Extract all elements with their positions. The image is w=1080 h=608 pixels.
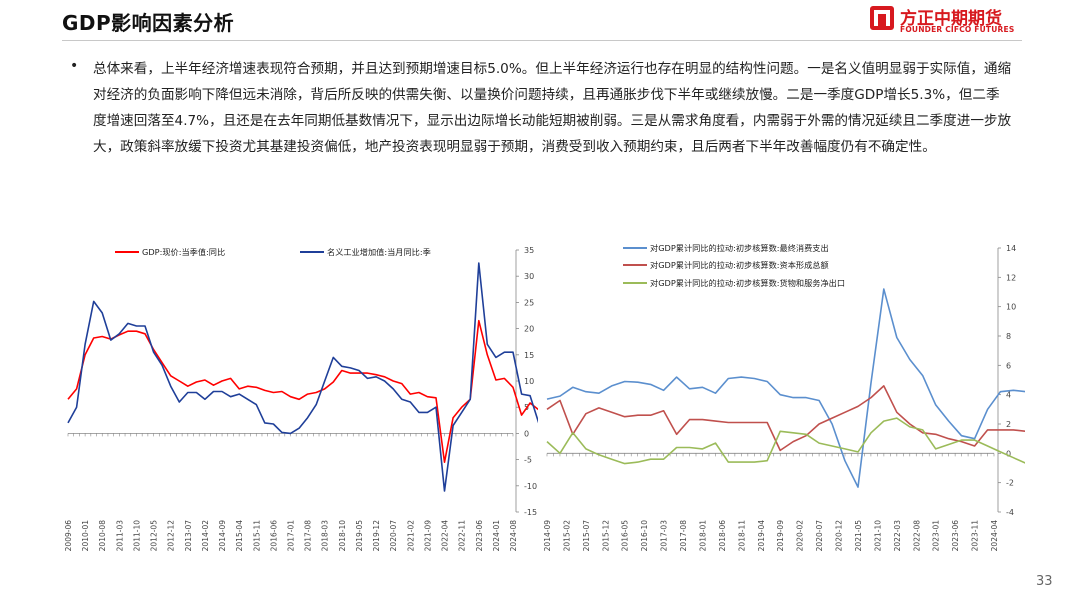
y-tick-label: -2	[1006, 479, 1014, 488]
x-tick-label: 2016-06	[269, 520, 278, 552]
x-tick-label: 2023-01	[932, 520, 941, 552]
x-tick-label: 2016-05	[621, 520, 630, 552]
series-line-3	[546, 417, 1025, 465]
x-tick-label: 2018-10	[338, 520, 347, 552]
y-tick-label: 10	[1006, 303, 1016, 312]
x-tick-label: 2018-03	[321, 520, 330, 552]
legend-label-2: 对GDP累计同比的拉动:初步核算数:资本形成总额	[650, 260, 829, 270]
x-tick-label: 2021-09	[423, 520, 432, 552]
x-tick-label: 2024-04	[990, 520, 999, 552]
x-tick-label: 2020-12	[835, 520, 844, 552]
x-tick-label: 2021-10	[873, 520, 882, 552]
x-tick-label: 2014-09	[543, 520, 552, 552]
x-tick-label: 2015-02	[562, 520, 571, 552]
y-tick-label: 14	[1006, 244, 1016, 253]
x-tick-label: 2024-01	[492, 520, 501, 552]
x-tick-label: 2012-12	[167, 520, 176, 552]
summary-paragraph: 总体来看，上半年经济增速表现符合预期，并且达到预期增速目标5.0%。但上半年经济…	[93, 61, 1012, 155]
legend-label-2: 名义工业增加值:当月同比:季	[327, 247, 431, 257]
x-tick-label: 2022-04	[441, 520, 450, 552]
y-tick-label: 30	[524, 272, 534, 281]
x-tick-label: 2011-10	[132, 520, 141, 552]
y-tick-label: 20	[524, 325, 534, 334]
x-tick-label: 2013-07	[184, 520, 193, 552]
y-tick-label: 2	[1006, 420, 1011, 429]
x-tick-label: 2022-08	[912, 520, 921, 552]
legend-label-1: GDP:现价:当季值:同比	[142, 247, 225, 257]
y-tick-label: 0	[524, 429, 529, 438]
x-tick-label: 2017-08	[304, 520, 313, 552]
x-tick-label: 2019-04	[757, 520, 766, 552]
bullet-marker: •	[70, 58, 79, 74]
y-tick-label: -4	[1006, 508, 1014, 517]
header-divider	[62, 40, 1022, 41]
x-tick-label: 2015-07	[582, 520, 591, 552]
y-tick-label: 25	[524, 298, 534, 307]
x-tick-label: 2015-04	[235, 520, 244, 552]
x-tick-label: 2024-08	[509, 520, 518, 552]
y-tick-label: 4	[1006, 391, 1011, 400]
x-tick-label: 2019-12	[372, 520, 381, 552]
x-tick-label: 2010-08	[98, 520, 107, 552]
x-tick-label: 2014-09	[218, 520, 227, 552]
y-tick-label: 35	[524, 246, 534, 255]
x-tick-label: 2018-01	[698, 520, 707, 552]
y-tick-label: -15	[524, 508, 537, 517]
y-tick-label: 0	[1006, 449, 1011, 458]
x-tick-label: 2009-06	[64, 520, 73, 552]
x-tick-label: 2020-07	[815, 520, 824, 552]
logo-text-en: FOUNDER CIFCO FUTURES	[900, 25, 1015, 34]
x-tick-label: 2015-11	[252, 520, 261, 552]
x-tick-label: 2018-06	[718, 520, 727, 552]
x-tick-label: 2021-02	[406, 520, 415, 552]
y-tick-label: 6	[1006, 361, 1011, 370]
legend-label-1: 对GDP累计同比的拉动:初步核算数:最终消费支出	[650, 243, 829, 253]
x-tick-label: 2018-11	[737, 520, 746, 552]
x-tick-label: 2017-03	[660, 520, 669, 552]
y-tick-label: 10	[524, 377, 534, 386]
x-tick-label: 2016-10	[640, 520, 649, 552]
x-tick-label: 2019-09	[776, 520, 785, 552]
x-tick-label: 2020-02	[796, 520, 805, 552]
x-tick-label: 2017-08	[679, 520, 688, 552]
y-tick-label: -10	[524, 482, 537, 491]
y-tick-label: 8	[1006, 332, 1011, 341]
x-tick-label: 2020-07	[389, 520, 398, 552]
chart-gdp-contributions: 14 12 10 8 6 4 2 0 -2 -4 2014-09 2015-02 2015-07 2015…	[543, 243, 1025, 552]
series-line-2	[546, 385, 1025, 452]
page-number: 33	[1036, 574, 1053, 589]
x-tick-label: 2015-12	[601, 520, 610, 552]
company-logo: 方正中期期货 FOUNDER CIFCO FUTURES	[870, 4, 1020, 36]
series-line-1	[67, 319, 538, 463]
x-tick-label: 2010-01	[81, 520, 90, 552]
logo-text-cn: 方正中期期货	[900, 9, 1002, 29]
legend-label-3: 对GDP累计同比的拉动:初步核算数:货物和服务净出口	[650, 278, 845, 288]
slide-header: GDP影响因素分析 方正中期期货 FOUNDER CIFCO FUTURES	[0, 0, 1080, 44]
y-tick-label: 12	[1006, 273, 1016, 282]
logo-mark-icon	[870, 6, 894, 30]
x-tick-label: 2022-03	[893, 520, 902, 552]
series-line-2	[67, 262, 538, 492]
x-tick-label: 2019-05	[355, 520, 364, 552]
y-tick-label: -5	[524, 456, 532, 465]
x-tick-label: 2017-01	[287, 520, 296, 552]
x-tick-label: 2011-03	[115, 520, 124, 552]
x-tick-label: 2012-05	[150, 520, 159, 552]
page-title: GDP影响因素分析	[62, 11, 235, 35]
x-tick-label: 2014-02	[201, 520, 210, 552]
series-line-1	[546, 288, 1025, 488]
x-tick-label: 2023-11	[971, 520, 980, 552]
x-tick-label: 2023-06	[951, 520, 960, 552]
x-tick-label: 2022-11	[458, 520, 467, 552]
y-tick-label: 15	[524, 351, 534, 360]
x-tick-label: 2023-06	[475, 520, 484, 552]
x-tick-label: 2021-05	[854, 520, 863, 552]
